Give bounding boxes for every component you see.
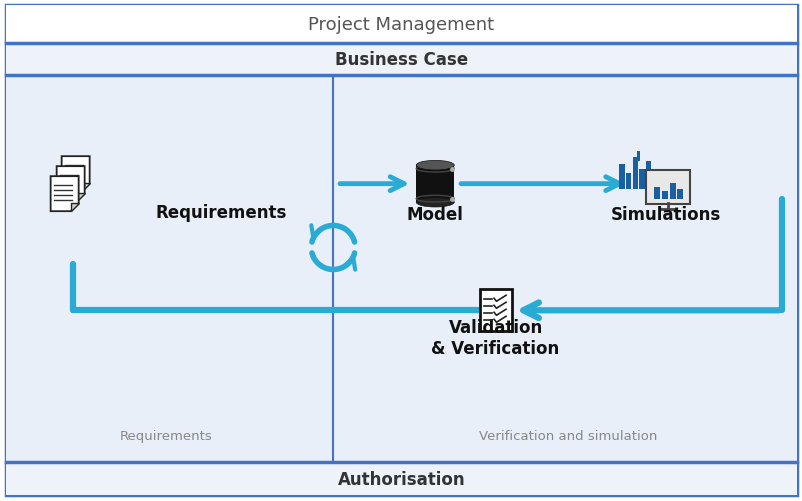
Ellipse shape: [415, 161, 454, 171]
FancyBboxPatch shape: [618, 164, 624, 189]
Text: Authorisation: Authorisation: [338, 470, 464, 487]
FancyBboxPatch shape: [654, 187, 659, 199]
FancyBboxPatch shape: [6, 462, 796, 495]
Polygon shape: [71, 204, 79, 212]
Ellipse shape: [415, 198, 454, 207]
Polygon shape: [57, 167, 84, 202]
FancyBboxPatch shape: [6, 76, 796, 462]
Polygon shape: [77, 194, 84, 202]
Text: Validation
& Verification: Validation & Verification: [431, 318, 559, 357]
FancyBboxPatch shape: [638, 169, 644, 189]
FancyBboxPatch shape: [6, 6, 796, 44]
Text: Verification and simulation: Verification and simulation: [478, 429, 657, 442]
FancyBboxPatch shape: [625, 173, 630, 189]
Text: Business Case: Business Case: [334, 51, 468, 69]
Polygon shape: [51, 177, 79, 212]
Polygon shape: [415, 166, 454, 203]
Text: Model: Model: [407, 205, 463, 223]
FancyBboxPatch shape: [645, 161, 650, 189]
FancyBboxPatch shape: [676, 189, 683, 199]
FancyBboxPatch shape: [6, 44, 796, 76]
FancyBboxPatch shape: [669, 183, 675, 199]
Text: Project Management: Project Management: [308, 16, 494, 34]
Polygon shape: [62, 157, 90, 192]
FancyBboxPatch shape: [6, 6, 796, 495]
FancyBboxPatch shape: [479, 290, 511, 332]
FancyBboxPatch shape: [636, 151, 639, 161]
Text: Requirements: Requirements: [156, 203, 287, 221]
FancyBboxPatch shape: [661, 191, 667, 199]
Text: Simulations: Simulations: [610, 205, 720, 223]
FancyBboxPatch shape: [632, 157, 638, 189]
Text: Requirements: Requirements: [120, 429, 213, 442]
Polygon shape: [82, 184, 90, 192]
FancyBboxPatch shape: [645, 170, 689, 204]
